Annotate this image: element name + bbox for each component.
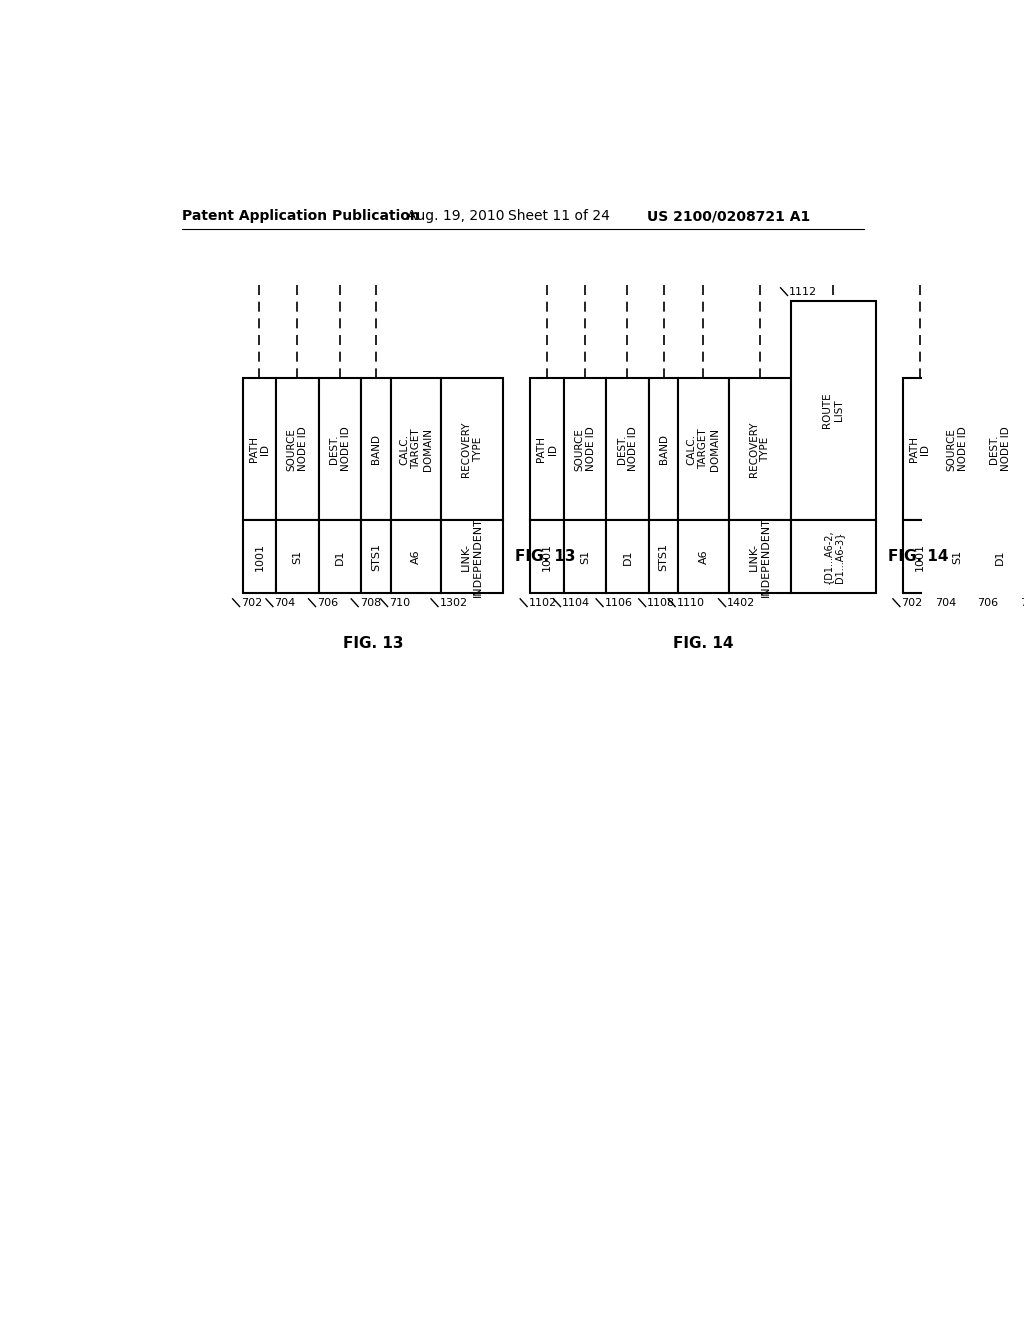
Text: 708: 708 [359, 598, 381, 607]
Text: RECOVERY
TYPE: RECOVERY TYPE [461, 421, 483, 477]
Text: S1: S1 [952, 550, 963, 564]
Text: 708: 708 [1020, 598, 1024, 607]
Text: FIG. 13: FIG. 13 [515, 549, 575, 565]
Bar [391, 378, 441, 520]
Text: 1001: 1001 [914, 543, 925, 570]
Text: SOURCE
NODE ID: SOURCE NODE ID [947, 426, 969, 471]
Bar [979, 520, 1022, 594]
Bar [936, 520, 979, 594]
Text: SOURCE
NODE ID: SOURCE NODE ID [287, 426, 308, 471]
Bar [391, 520, 441, 594]
Text: 1102: 1102 [528, 598, 557, 607]
Bar [979, 378, 1022, 520]
Text: Aug. 19, 2010: Aug. 19, 2010 [407, 209, 505, 223]
Text: LINK-
INDEPENDENT: LINK- INDEPENDENT [749, 517, 770, 597]
Bar [441, 378, 503, 520]
Bar [649, 378, 678, 520]
Bar [530, 378, 563, 520]
Bar [903, 520, 936, 594]
Text: DEST.
NODE ID: DEST. NODE ID [989, 426, 1011, 471]
Text: PATH
ID: PATH ID [909, 436, 931, 462]
Text: 1402: 1402 [727, 598, 756, 607]
Text: PATH
ID: PATH ID [537, 436, 558, 462]
Text: S1: S1 [580, 550, 590, 564]
Text: SOURCE
NODE ID: SOURCE NODE ID [574, 426, 596, 471]
Text: 710: 710 [389, 598, 411, 607]
Text: S1: S1 [292, 550, 302, 564]
Text: 702: 702 [901, 598, 923, 607]
Bar [1022, 520, 1024, 594]
Bar [678, 378, 729, 520]
Text: DEST.
NODE ID: DEST. NODE ID [329, 426, 351, 471]
Text: {D1...A6-2,
D1...A6-3}: {D1...A6-2, D1...A6-3} [822, 529, 844, 585]
Bar [729, 520, 791, 594]
Text: D1: D1 [335, 549, 345, 565]
Bar [1022, 378, 1024, 520]
Text: CALC.
TARGET
DOMAIN: CALC. TARGET DOMAIN [687, 428, 720, 470]
Text: 702: 702 [241, 598, 262, 607]
Bar [936, 378, 979, 520]
Text: PATH
ID: PATH ID [249, 436, 270, 462]
Bar [563, 520, 606, 594]
Text: RECOVERY
TYPE: RECOVERY TYPE [749, 421, 770, 477]
Text: CALC.
TARGET
DOMAIN: CALC. TARGET DOMAIN [399, 428, 432, 470]
Text: 1001: 1001 [542, 543, 552, 570]
Text: FIG. 14: FIG. 14 [673, 636, 733, 651]
Text: Patent Application Publication: Patent Application Publication [182, 209, 420, 223]
Text: BAND: BAND [658, 434, 669, 465]
Text: STS1: STS1 [371, 543, 381, 570]
Text: A6: A6 [698, 549, 709, 564]
Bar [243, 520, 276, 594]
Text: A6: A6 [411, 549, 421, 564]
Text: D1: D1 [623, 549, 633, 565]
Text: BAND: BAND [371, 434, 381, 465]
Bar [791, 520, 876, 594]
Bar [606, 378, 649, 520]
Text: 704: 704 [935, 598, 956, 607]
Text: ROUTE
LIST: ROUTE LIST [822, 393, 844, 429]
Text: 1110: 1110 [677, 598, 705, 607]
Bar [276, 520, 318, 594]
Bar [318, 520, 361, 594]
Bar [361, 520, 391, 594]
Text: 1302: 1302 [439, 598, 468, 607]
Bar [729, 378, 791, 520]
Text: US 2100/0208721 A1: US 2100/0208721 A1 [647, 209, 811, 223]
Text: Sheet 11 of 24: Sheet 11 of 24 [508, 209, 609, 223]
Text: 706: 706 [977, 598, 998, 607]
Bar [530, 520, 563, 594]
Text: 1108: 1108 [647, 598, 676, 607]
Bar [791, 301, 876, 520]
Text: 704: 704 [274, 598, 296, 607]
Text: 1104: 1104 [562, 598, 590, 607]
Bar [318, 378, 361, 520]
Bar [361, 378, 391, 520]
Bar [903, 378, 936, 520]
Text: STS1: STS1 [658, 543, 669, 570]
Text: 1001: 1001 [254, 543, 264, 570]
Bar [563, 378, 606, 520]
Bar [441, 520, 503, 594]
Bar [678, 520, 729, 594]
Text: DEST.
NODE ID: DEST. NODE ID [616, 426, 638, 471]
Text: FIG. 14: FIG. 14 [888, 549, 948, 565]
Bar [243, 378, 276, 520]
Bar [276, 378, 318, 520]
Text: 706: 706 [317, 598, 338, 607]
Text: 1112: 1112 [790, 286, 817, 297]
Text: LINK-
INDEPENDENT: LINK- INDEPENDENT [461, 517, 483, 597]
Text: FIG. 13: FIG. 13 [343, 636, 403, 651]
Text: 1106: 1106 [604, 598, 633, 607]
Bar [606, 520, 649, 594]
Text: D1: D1 [995, 549, 1006, 565]
Bar [649, 520, 678, 594]
